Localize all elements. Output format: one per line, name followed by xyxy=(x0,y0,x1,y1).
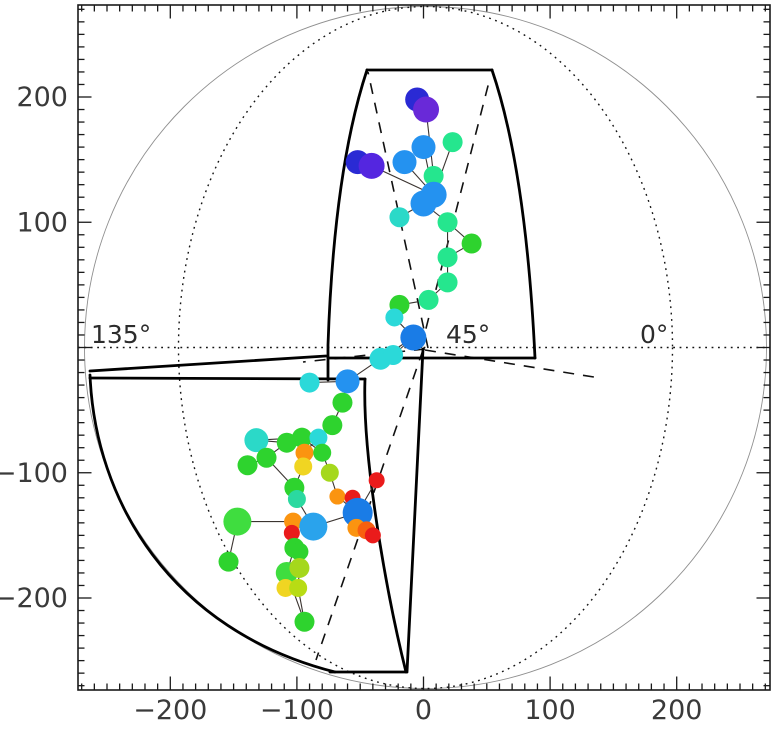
angle-label: 45° xyxy=(446,320,490,349)
data-point xyxy=(329,488,346,505)
data-point xyxy=(320,463,339,482)
data-point xyxy=(276,432,297,453)
data-point xyxy=(368,472,385,489)
y-axis-tick-label: −100 xyxy=(0,458,68,489)
data-point xyxy=(283,524,300,541)
outline-path xyxy=(326,68,369,382)
data-point xyxy=(400,324,427,351)
data-point xyxy=(411,135,436,160)
data-point xyxy=(358,152,385,179)
data-point xyxy=(294,611,315,632)
outline-path xyxy=(363,377,408,674)
data-point xyxy=(223,507,252,536)
outline-path xyxy=(88,376,367,381)
x-axis-tick-label: 100 xyxy=(524,695,576,726)
angle-label: 135° xyxy=(91,320,151,349)
data-point xyxy=(299,372,320,393)
data-point xyxy=(442,132,463,153)
outline-path xyxy=(405,347,425,674)
x-axis-tick-label: 200 xyxy=(651,695,703,726)
x-axis-tick-label: −200 xyxy=(133,695,207,726)
outline-path xyxy=(490,68,537,360)
axis-tick-labels: −200 −100 0 100 200 200 100 −100 −200 xyxy=(0,82,702,726)
data-point xyxy=(437,212,458,233)
data-points xyxy=(218,87,482,632)
angle-annotations: 135° 45° 0° xyxy=(91,320,668,349)
data-point xyxy=(309,428,328,447)
data-point xyxy=(287,490,306,509)
dashed-ray xyxy=(302,348,426,363)
data-point xyxy=(437,272,458,293)
data-point xyxy=(342,497,373,528)
data-point xyxy=(291,427,312,448)
data-point xyxy=(423,165,444,186)
data-point xyxy=(218,551,239,572)
data-point xyxy=(290,542,309,561)
data-point xyxy=(244,428,269,453)
data-point xyxy=(413,96,440,123)
data-point xyxy=(410,190,437,217)
data-point xyxy=(383,345,404,366)
data-point xyxy=(299,512,328,541)
data-point xyxy=(289,578,308,597)
data-point xyxy=(364,527,381,544)
data-point xyxy=(392,150,417,175)
y-axis-tick-label: 200 xyxy=(16,82,68,113)
data-point xyxy=(322,415,343,436)
angle-label: 0° xyxy=(640,320,668,349)
data-point xyxy=(313,443,332,462)
outline-path xyxy=(88,354,328,373)
y-axis-tick-label: −200 xyxy=(0,583,68,614)
data-point xyxy=(437,247,458,268)
field-outlines xyxy=(88,68,537,674)
x-axis-tick-label: 0 xyxy=(415,695,432,726)
data-point xyxy=(461,233,482,254)
data-point xyxy=(389,207,410,228)
data-point xyxy=(335,369,360,394)
data-point xyxy=(289,557,310,578)
tick-marks xyxy=(78,5,770,690)
data-point xyxy=(332,392,353,413)
data-point xyxy=(256,447,277,468)
outline-path xyxy=(88,373,337,674)
data-point xyxy=(276,578,295,597)
data-point xyxy=(385,308,404,327)
dashed-ray xyxy=(424,349,601,379)
equator-dotted-ellipse xyxy=(177,5,674,690)
data-point xyxy=(237,455,258,476)
data-point xyxy=(295,443,314,462)
data-point xyxy=(294,457,313,476)
data-point xyxy=(418,289,439,310)
x-axis-tick-label: −100 xyxy=(260,695,334,726)
y-axis-tick-label: 100 xyxy=(16,207,68,238)
